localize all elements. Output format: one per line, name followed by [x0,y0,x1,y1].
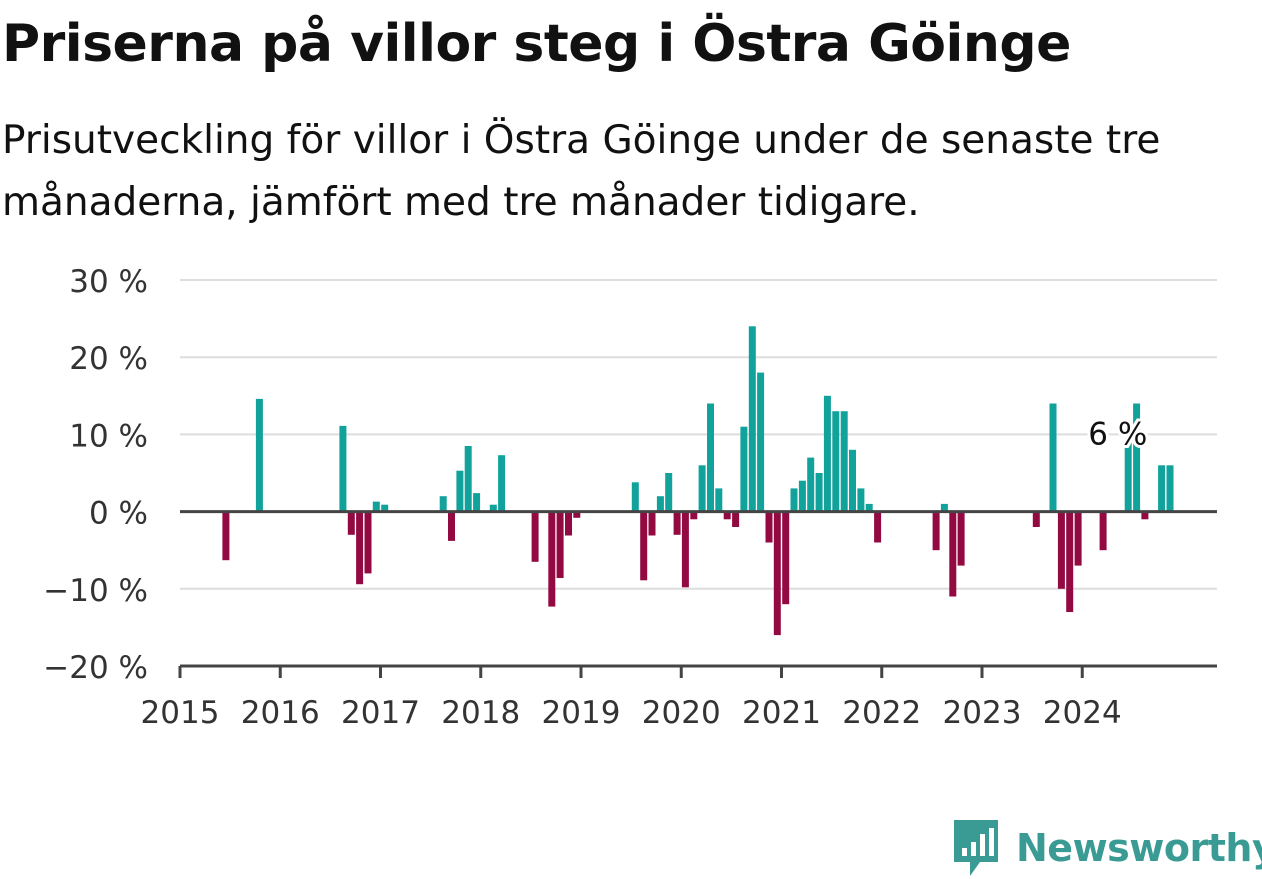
bar [356,511,364,585]
newsworthy-logo-icon [954,820,998,876]
bar [815,473,823,512]
bar [765,511,773,543]
x-tick-label: 2024 [1043,695,1122,731]
bar [372,501,380,512]
bar [255,398,263,512]
y-tick-label: −20 % [43,650,148,686]
bar [681,511,689,588]
bar [1124,442,1132,512]
bar [790,488,798,512]
bar [439,496,447,512]
bar [757,372,765,512]
bar [631,482,639,512]
bar [940,503,948,512]
bar [874,511,882,543]
y-tick-label: 10 % [69,418,148,454]
bars [222,326,1174,636]
y-tick-label: 0 % [89,496,148,532]
gridlines [180,279,1217,590]
bar [1158,465,1166,512]
x-tick-label: 2017 [341,695,420,731]
bar [1057,511,1065,589]
bar [222,511,230,561]
bar [832,411,840,512]
chart-title: Priserna på villor steg i Östra Göinge [2,14,1071,74]
bar [548,511,556,607]
bar [707,403,714,512]
bar [798,480,806,512]
bar [715,488,723,512]
bar [464,446,472,512]
bar [823,395,831,512]
bar [690,511,698,520]
bar [656,496,664,512]
axes [178,510,1217,678]
x-tick-label: 2015 [141,695,220,731]
bar [857,488,865,512]
x-tick-label: 2018 [441,695,520,731]
y-tick-label: −10 % [43,573,148,609]
bar [932,511,940,551]
bar [556,511,564,578]
bar-chart: −20 % −10 % 0 % 10 % 20 % 30 % 2015 2016 2017 201… [43,264,1217,731]
bar [723,511,731,520]
bar [782,511,790,605]
bar [573,511,581,518]
brand-name: Newsworthy [1016,826,1262,870]
x-tick-label: 2020 [642,695,721,731]
bar [865,503,873,512]
bar [1032,511,1040,527]
y-tick-label: 30 % [69,264,148,300]
bar [565,511,572,536]
bar [740,426,748,512]
bar [840,411,848,512]
bar [448,511,455,541]
x-tick-label: 2019 [542,695,621,731]
value-annotation: 6 % [1088,416,1147,452]
x-tick-label: 2023 [943,695,1022,731]
bar [732,511,740,527]
bar [489,504,497,512]
bar [364,511,372,574]
bar [473,493,481,512]
bar [849,449,856,512]
bar [648,511,656,536]
bar [748,326,756,512]
bar [498,455,506,512]
bar [1133,403,1141,512]
bar [1066,511,1074,612]
bar [347,511,355,535]
bar [1141,511,1149,520]
bar [339,425,347,512]
bar [949,511,957,597]
bar [773,511,781,636]
bar [381,504,389,512]
bar [531,511,539,562]
bar [1166,465,1174,512]
y-tick-label: 20 % [69,341,148,377]
bar [1074,511,1082,566]
bar [673,511,681,535]
bar [456,470,464,512]
brand: Newsworthy [950,818,1262,878]
bar [698,465,706,512]
bar [957,511,965,566]
x-tick-label: 2016 [241,695,320,731]
bar [1049,403,1057,512]
tick-labels: −20 % −10 % 0 % 10 % 20 % 30 % 2015 2016 2017 201… [43,264,1150,731]
bar [807,457,815,512]
bar [1099,511,1107,551]
x-tick-label: 2022 [842,695,921,731]
bar [640,511,648,581]
chart-subtitle: Prisutveckling för villor i Östra Göinge… [2,118,1161,225]
x-tick-label: 2021 [742,695,821,731]
bar [665,473,673,512]
